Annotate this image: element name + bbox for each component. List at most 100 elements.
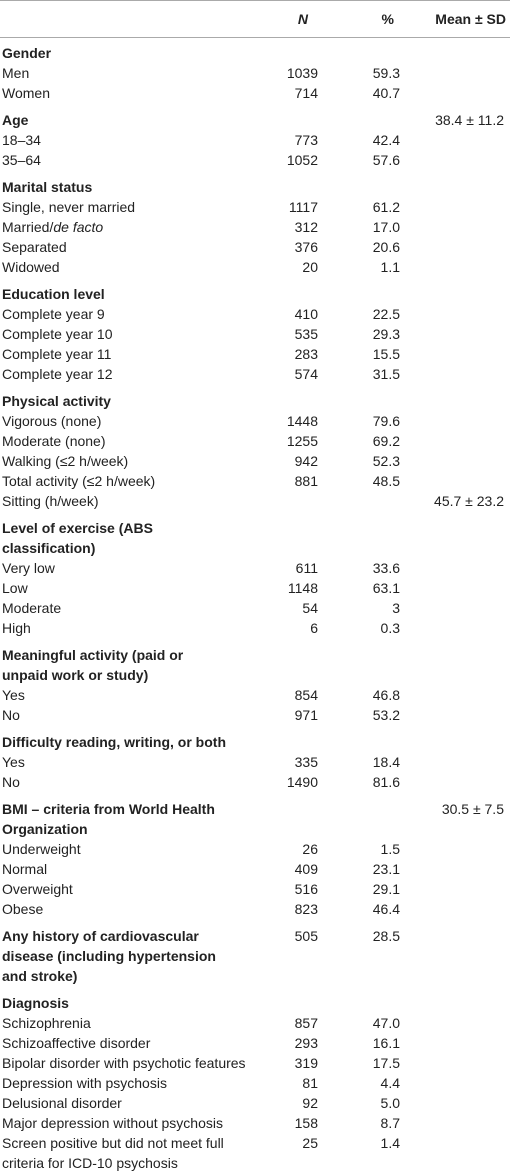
count-cell: 335 (250, 752, 320, 772)
mean-sd-cell (400, 839, 510, 859)
mean-sd-cell (400, 1033, 510, 1053)
mean-sd-cell (400, 364, 510, 384)
count-cell: 516 (250, 879, 320, 899)
mean-sd-cell (400, 344, 510, 364)
mean-sd-cell (400, 1133, 510, 1173)
percent-cell: 8.7 (320, 1113, 400, 1133)
count-cell: 714 (250, 83, 320, 103)
row-label: Delusional disorder (0, 1093, 250, 1113)
percent-cell: 17.5 (320, 1053, 400, 1073)
table-header: N % Mean ± SD (0, 1, 510, 38)
section-title: Meaningful activity (paid or unpaid work… (0, 638, 250, 685)
percent-cell (320, 384, 400, 411)
header-cell: % (320, 1, 400, 38)
count-cell: 942 (250, 451, 320, 471)
section-title: Any history of cardiovascular disease (i… (0, 919, 250, 986)
section-title: Level of exercise (ABS classification) (0, 511, 250, 558)
mean-sd-cell (400, 638, 510, 685)
percent-cell (320, 491, 400, 511)
row-label: Moderate (none) (0, 431, 250, 451)
percent-cell: 1.4 (320, 1133, 400, 1173)
data-row: Screen positive but did not meet full cr… (0, 1133, 510, 1173)
count-cell: 1117 (250, 197, 320, 217)
mean-sd-cell (400, 38, 510, 64)
mean-sd-cell (400, 304, 510, 324)
count-cell: 26 (250, 839, 320, 859)
row-label: Normal (0, 859, 250, 879)
mean-sd-cell (400, 150, 510, 170)
count-cell: 971 (250, 705, 320, 725)
count-cell (250, 725, 320, 752)
row-label: 35–64 (0, 150, 250, 170)
count-cell: 410 (250, 304, 320, 324)
count-cell: 574 (250, 364, 320, 384)
count-cell: 6 (250, 618, 320, 638)
percent-cell: 18.4 (320, 752, 400, 772)
percent-cell (320, 511, 400, 558)
percent-cell: 17.0 (320, 217, 400, 237)
percent-cell: 22.5 (320, 304, 400, 324)
count-cell: 1448 (250, 411, 320, 431)
percent-cell: 4.4 (320, 1073, 400, 1093)
header-row: N % Mean ± SD (0, 1, 510, 38)
percent-cell: 61.2 (320, 197, 400, 217)
section-title: Difficulty reading, writing, or both (0, 725, 250, 752)
row-label: Complete year 9 (0, 304, 250, 324)
mean-sd-cell (400, 752, 510, 772)
mean-sd-cell (400, 511, 510, 558)
count-cell: 773 (250, 130, 320, 150)
percent-cell: 46.4 (320, 899, 400, 919)
count-cell: 1490 (250, 772, 320, 792)
mean-sd-cell (400, 1113, 510, 1133)
row-label: Widowed (0, 257, 250, 277)
mean-sd-cell (400, 986, 510, 1013)
count-cell (250, 986, 320, 1013)
section-row: Marital status (0, 170, 510, 197)
row-label: Low (0, 578, 250, 598)
count-cell: 1148 (250, 578, 320, 598)
count-cell: 1052 (250, 150, 320, 170)
percent-cell: 79.6 (320, 411, 400, 431)
percent-cell: 15.5 (320, 344, 400, 364)
count-cell (250, 491, 320, 511)
percent-cell: 3 (320, 598, 400, 618)
count-cell (250, 38, 320, 64)
mean-sd-cell (400, 217, 510, 237)
percent-cell: 40.7 (320, 83, 400, 103)
row-label: 18–34 (0, 130, 250, 150)
count-cell: 376 (250, 237, 320, 257)
section-row: Physical activity (0, 384, 510, 411)
row-label: Bipolar disorder with psychotic features (0, 1053, 250, 1073)
mean-sd-cell (400, 725, 510, 752)
mean-sd-cell: 38.4 ± 11.2 (400, 103, 510, 130)
count-cell: 611 (250, 558, 320, 578)
row-label: Married/de facto (0, 217, 250, 237)
count-cell: 1255 (250, 431, 320, 451)
row-label: Overweight (0, 879, 250, 899)
mean-sd-cell (400, 1053, 510, 1073)
mean-sd-cell (400, 705, 510, 725)
row-label: Complete year 11 (0, 344, 250, 364)
count-cell (250, 170, 320, 197)
section-row: Gender (0, 38, 510, 64)
mean-sd-cell (400, 1013, 510, 1033)
header-cell: N (250, 1, 320, 38)
row-label: Yes (0, 752, 250, 772)
count-cell (250, 103, 320, 130)
row-label: No (0, 772, 250, 792)
count-cell: 54 (250, 598, 320, 618)
mean-sd-cell (400, 859, 510, 879)
